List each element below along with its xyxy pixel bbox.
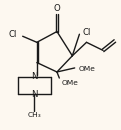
- Text: N: N: [31, 72, 38, 81]
- Text: O: O: [54, 4, 60, 13]
- Text: OMe: OMe: [62, 80, 79, 86]
- Text: CH₃: CH₃: [28, 112, 41, 118]
- Text: Cl: Cl: [8, 30, 17, 39]
- Text: OMe: OMe: [78, 66, 95, 72]
- Text: N: N: [31, 90, 38, 99]
- Text: Cl: Cl: [83, 28, 91, 37]
